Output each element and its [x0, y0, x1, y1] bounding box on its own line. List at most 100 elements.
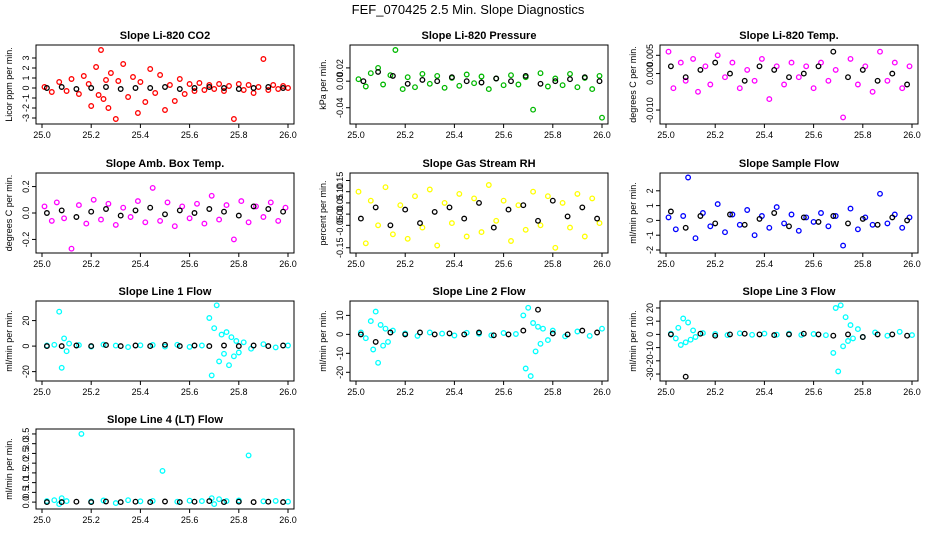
reference-point [446, 330, 453, 337]
reference-point [417, 220, 423, 227]
data-point [744, 207, 751, 213]
y-tick-label: -3 [21, 114, 31, 122]
data-point [822, 332, 829, 339]
reference-point [265, 206, 272, 212]
data-point [245, 82, 252, 88]
reference-point [250, 85, 257, 91]
reference-point [235, 343, 242, 350]
reference-point [73, 498, 80, 505]
x-tick-label: 26.0 [279, 515, 297, 525]
data-point [166, 82, 173, 88]
data-point [818, 210, 824, 216]
data-point [137, 342, 144, 349]
x-tick-label: 26.0 [593, 259, 611, 269]
reference-point [520, 327, 527, 334]
data-point [672, 226, 679, 233]
data-point [589, 86, 596, 93]
reference-point [889, 331, 896, 338]
data-point [599, 325, 605, 332]
x-tick-label: 25.4 [132, 515, 150, 525]
y-tick-label: -30 [645, 368, 655, 381]
data-point [773, 331, 780, 338]
reference-point [176, 86, 183, 92]
reference-point [43, 210, 50, 216]
data-point [891, 59, 898, 66]
reference-point [889, 70, 896, 77]
reference-point [357, 331, 364, 338]
reference-point [727, 211, 733, 218]
data-point [105, 105, 112, 111]
data-point [100, 341, 107, 348]
data-point [665, 214, 672, 221]
reference-point [147, 204, 154, 211]
data-point [512, 331, 519, 337]
chart-panel: Slope Li-820 CO2 25.0 25.2 25.4 25.6 25.8 26.0… [4, 30, 297, 140]
reference-point [727, 70, 733, 77]
reference-point [815, 331, 822, 338]
data-point [471, 195, 478, 202]
reference-point [830, 332, 837, 339]
reference-point [448, 74, 455, 81]
x-tick-label: 26.0 [903, 130, 921, 140]
data-point [134, 198, 141, 205]
reference-point [88, 343, 95, 350]
data-point [142, 99, 149, 105]
data-point [228, 334, 235, 341]
x-tick-label: 25.0 [657, 130, 675, 140]
data-point [832, 305, 839, 311]
data-point [63, 348, 70, 355]
reference-point [756, 331, 763, 338]
x-tick-label: 25.8 [230, 259, 248, 269]
data-point [729, 59, 736, 66]
y-tick-label: 0 [645, 332, 655, 337]
data-point [665, 48, 672, 55]
reference-point [162, 84, 168, 90]
panel-title: Slope Li-820 CO2 [120, 30, 210, 42]
data-point [272, 344, 279, 351]
data-point [552, 75, 559, 82]
reference-point [221, 499, 227, 506]
data-point [685, 319, 692, 326]
data-point [93, 64, 100, 70]
data-point [810, 85, 817, 92]
data-point [112, 116, 119, 122]
reference-point [771, 332, 778, 339]
x-tick-label: 25.8 [854, 130, 872, 140]
data-point [692, 334, 699, 340]
x-tick-label: 25.8 [544, 387, 562, 397]
data-point [75, 202, 82, 209]
data-point [58, 495, 65, 502]
y-tick-label: 0 [21, 344, 31, 349]
reference-point [815, 63, 822, 70]
data-point [245, 452, 252, 459]
reference-point [372, 338, 379, 345]
x-tick-label: 25.0 [347, 387, 365, 397]
y-tick-label: -2 [21, 104, 31, 112]
reference-point [830, 48, 837, 55]
reference-point [800, 330, 807, 337]
x-tick-label: 25.8 [230, 387, 248, 397]
reference-point [564, 331, 571, 338]
data-point [751, 77, 758, 84]
x-tick-label: 25.2 [82, 515, 100, 525]
data-point [48, 217, 55, 224]
x-tick-label: 26.0 [279, 130, 297, 140]
data-point [362, 240, 369, 247]
reference-point [461, 331, 468, 338]
y-tick-label: -20 [21, 365, 31, 378]
x-tick-label: 25.0 [33, 387, 51, 397]
data-point [463, 71, 470, 78]
reference-point [360, 78, 367, 85]
reference-point [206, 84, 213, 90]
data-point [125, 94, 132, 100]
data-point [61, 215, 68, 222]
data-point [714, 201, 721, 208]
data-point [795, 74, 802, 81]
data-point [493, 217, 500, 224]
data-point [233, 338, 240, 344]
data-point [535, 323, 541, 330]
data-point [869, 221, 876, 228]
y-tick-label: -0.05 [335, 215, 345, 236]
data-point [677, 342, 684, 348]
